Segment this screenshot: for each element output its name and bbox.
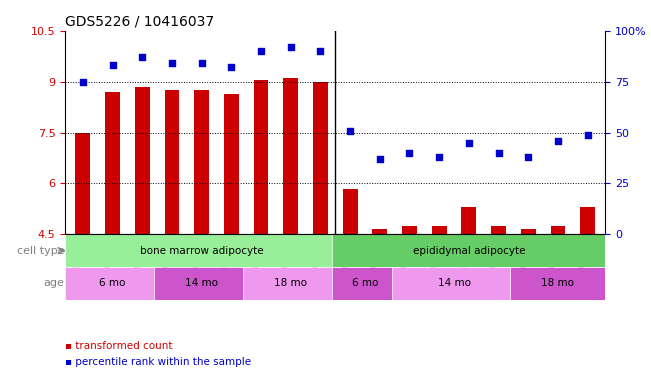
Text: ▪ percentile rank within the sample: ▪ percentile rank within the sample [65,357,251,367]
FancyBboxPatch shape [392,267,516,300]
Point [315,48,326,54]
FancyBboxPatch shape [65,267,160,300]
Point [404,150,415,156]
FancyBboxPatch shape [65,234,339,267]
Text: age: age [44,278,64,288]
FancyBboxPatch shape [243,267,339,300]
Point [107,62,118,68]
Bar [76,132,90,234]
Text: GDS5226 / 10416037: GDS5226 / 10416037 [65,14,214,28]
Point [256,48,266,54]
Text: 14 mo: 14 mo [437,278,471,288]
Text: 18 mo: 18 mo [274,278,307,288]
Point [167,60,177,66]
Point [434,154,445,160]
Text: ▪ transformed count: ▪ transformed count [65,341,173,351]
Bar [105,92,120,234]
Bar [135,87,150,234]
Bar [283,78,298,234]
Point [553,137,563,144]
Text: 6 mo: 6 mo [100,278,126,288]
Point [583,131,593,137]
Point [197,60,207,66]
Bar [462,207,477,234]
Point [523,154,533,160]
Point [493,150,504,156]
Text: epididymal adipocyte: epididymal adipocyte [413,246,525,256]
FancyBboxPatch shape [154,267,249,300]
Bar [432,226,447,234]
Bar [402,226,417,234]
Text: 6 mo: 6 mo [352,278,378,288]
Point [77,79,88,85]
Text: bone marrow adipocyte: bone marrow adipocyte [140,246,264,256]
Bar [342,189,357,234]
Point [226,64,236,70]
Point [345,127,355,134]
FancyBboxPatch shape [332,234,605,267]
Bar [313,82,328,234]
Bar [224,94,239,234]
Text: cell type: cell type [17,246,64,256]
Text: 18 mo: 18 mo [542,278,574,288]
Bar [551,226,565,234]
Point [286,44,296,50]
Bar [194,90,209,234]
Bar [491,226,506,234]
Bar [521,229,536,234]
Bar [165,90,180,234]
Point [464,140,474,146]
Bar [372,229,387,234]
Bar [580,207,595,234]
Point [374,156,385,162]
Text: 14 mo: 14 mo [185,278,218,288]
Bar [254,80,268,234]
FancyBboxPatch shape [332,267,398,300]
Point [137,54,148,60]
FancyBboxPatch shape [510,267,605,300]
